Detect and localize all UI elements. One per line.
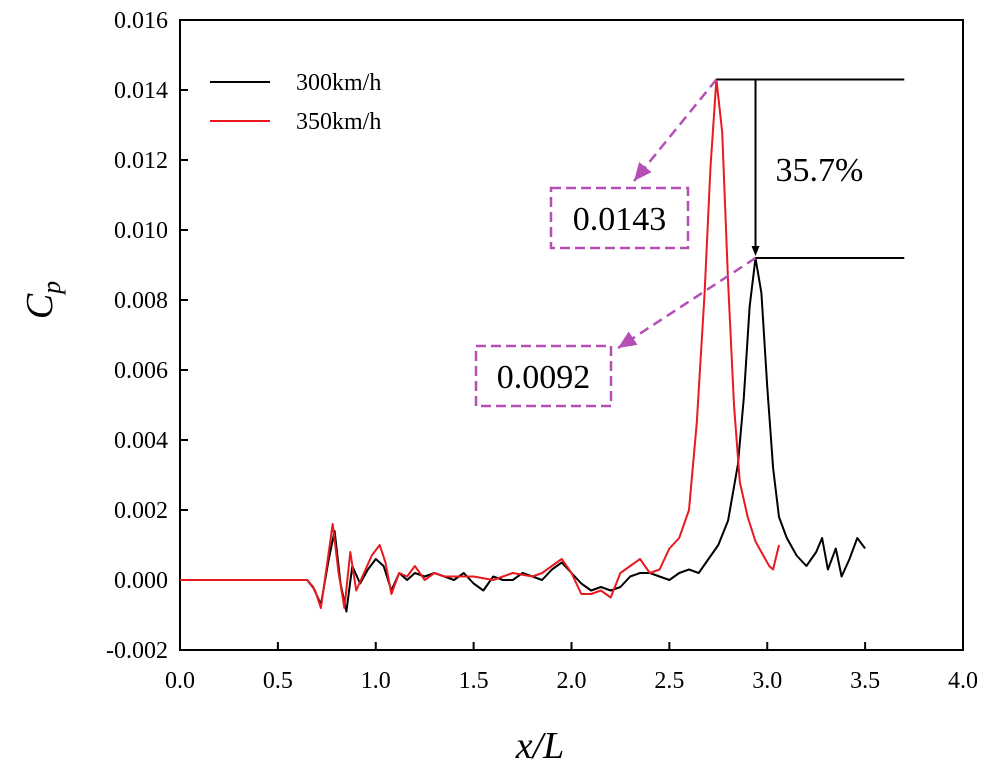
difference-label: 35.7% [776,152,864,189]
peak-350-leader-line [633,78,718,182]
y-axis-ticks: -0.002 0.000 0.002 0.004 0.006 0.008 0.010 0.01… [106,8,188,664]
series-line-300km-h [180,257,866,613]
x-tick-label: 0.5 [263,668,293,694]
legend-label-300: 300km/h [296,70,381,96]
legend-label-350: 350km/h [296,109,381,135]
y-tick-label: 0.000 [114,568,168,594]
x-tick-label: 2.0 [557,668,587,694]
x-tick-label: 3.5 [850,668,880,694]
difference-arrowhead [751,246,760,256]
y-tick-label: 0.004 [114,428,168,454]
x-tick-label: 4.0 [948,668,978,694]
y-tick-label: 0.010 [114,218,168,244]
x-tick-label: 1.5 [459,668,489,694]
y-tick-label: -0.002 [106,638,168,664]
peak-350-leader-arrowhead [634,161,652,181]
x-tick-label: 2.5 [654,668,684,694]
y-tick-label: 0.012 [114,148,168,174]
annotations: 35.7% 0.0143 0.0092 [474,78,905,408]
x-tick-label: 0.0 [165,668,195,694]
peak-300-leader-arrowhead [618,331,638,348]
peak-300-label-box [474,344,613,408]
peak-350-label-box [549,186,690,250]
y-axis-title-group: Cp [19,281,66,319]
y-tick-label: 0.008 [114,288,168,314]
series-group [180,78,866,613]
x-tick-label: 3.0 [752,668,782,694]
peak-350-label: 0.0143 [573,201,667,238]
svg-text:Cp: Cp [19,281,66,319]
peak-300-label: 0.0092 [497,359,591,396]
x-tick-label: 1.0 [361,668,391,694]
y-axis-title-subscript: p [37,281,66,296]
y-axis-title: C [19,293,61,319]
y-tick-label: 0.014 [114,78,168,104]
x-axis-ticks: 0.0 0.5 1.0 1.5 2.0 2.5 3.0 3.5 4.0 [165,642,978,694]
y-tick-label: 0.002 [114,498,168,524]
y-tick-label: 0.016 [114,8,168,34]
y-tick-label: 0.006 [114,358,168,384]
x-axis-title: x/L [515,725,565,766]
peak-300-leader-line [617,256,757,350]
series-line-350km-h [180,78,780,609]
legend: 300km/h 350km/h [210,70,381,135]
